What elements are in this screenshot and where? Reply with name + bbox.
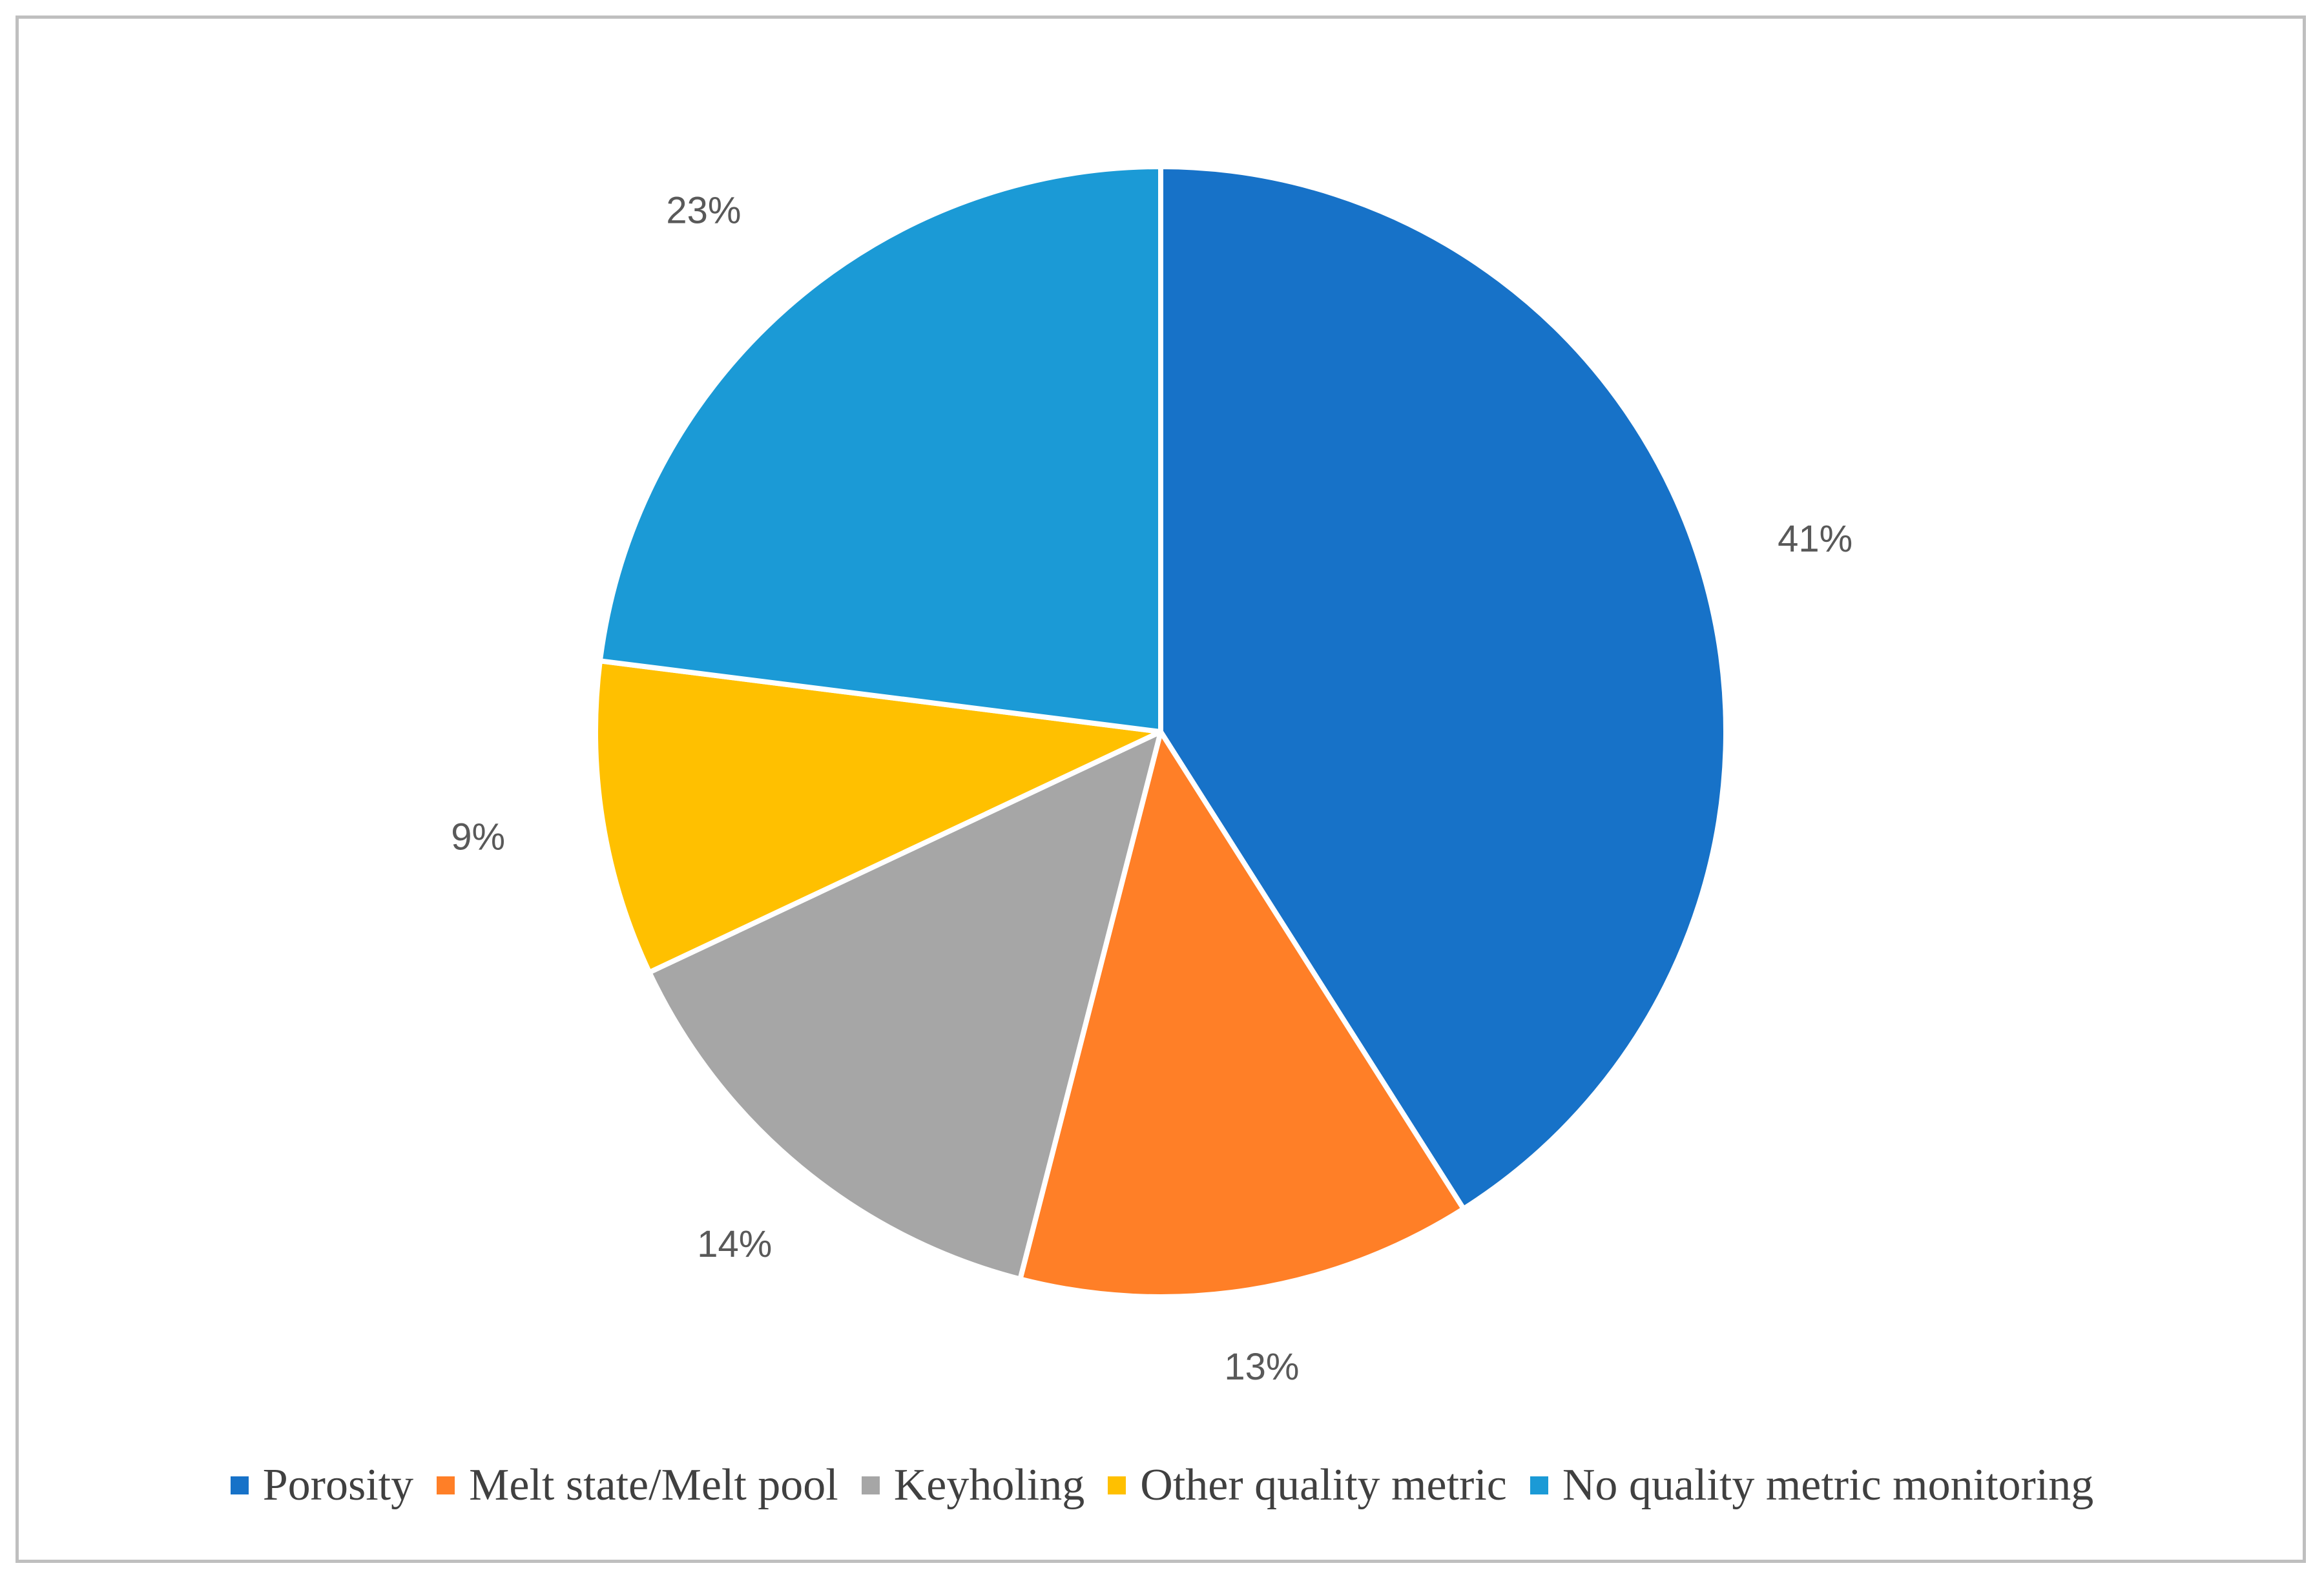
legend-item-other-quality-metric: Other quality metric bbox=[1108, 1460, 1507, 1511]
legend-swatch-keyholing bbox=[861, 1476, 880, 1494]
legend-item-no-quality-metric-monitoring: No quality metric monitoring bbox=[1530, 1460, 2093, 1511]
data-label-keyholing: 14% bbox=[697, 1223, 772, 1265]
legend-swatch-other-quality-metric bbox=[1108, 1476, 1126, 1494]
data-label-melt-state-melt-pool: 13% bbox=[1224, 1346, 1299, 1388]
legend-swatch-no-quality-metric-monitoring bbox=[1530, 1476, 1548, 1494]
legend-label-porosity: Porosity bbox=[262, 1460, 414, 1510]
legend-label-keyholing: Keyholing bbox=[893, 1460, 1085, 1510]
legend-label-melt-state-melt-pool: Melt state/Melt pool bbox=[469, 1460, 838, 1510]
pie-slice-porosity bbox=[1158, 164, 1729, 1212]
legend-item-melt-state-melt-pool: Melt state/Melt pool bbox=[437, 1460, 838, 1511]
legend-item-porosity: Porosity bbox=[230, 1460, 414, 1511]
legend-swatch-melt-state-melt-pool bbox=[437, 1476, 455, 1494]
data-label-other-quality-metric: 9% bbox=[451, 816, 505, 858]
pie-slice-other-quality-metric bbox=[593, 658, 1163, 975]
legend-label-no-quality-metric-monitoring: No quality metric monitoring bbox=[1562, 1460, 2094, 1510]
legend-swatch-porosity bbox=[230, 1476, 249, 1494]
data-label-porosity: 41% bbox=[1778, 518, 1852, 560]
data-labels: 41% 13% 14% 9% 23% bbox=[451, 190, 1852, 1388]
pie-slice-no-quality-metric-monitoring bbox=[597, 164, 1163, 734]
data-label-no-quality-metric-monitoring: 23% bbox=[666, 190, 741, 232]
legend-item-keyholing: Keyholing bbox=[861, 1460, 1085, 1511]
pie-slices bbox=[593, 164, 1729, 1299]
legend-label-other-quality-metric: Other quality metric bbox=[1140, 1460, 1507, 1510]
pie-slice-keyholing bbox=[647, 729, 1163, 1282]
legend: Porosity Melt state/Melt pool Keyholing Oth… bbox=[0, 1447, 2324, 1524]
pie-slice-melt-state-melt-pool bbox=[1017, 729, 1466, 1299]
